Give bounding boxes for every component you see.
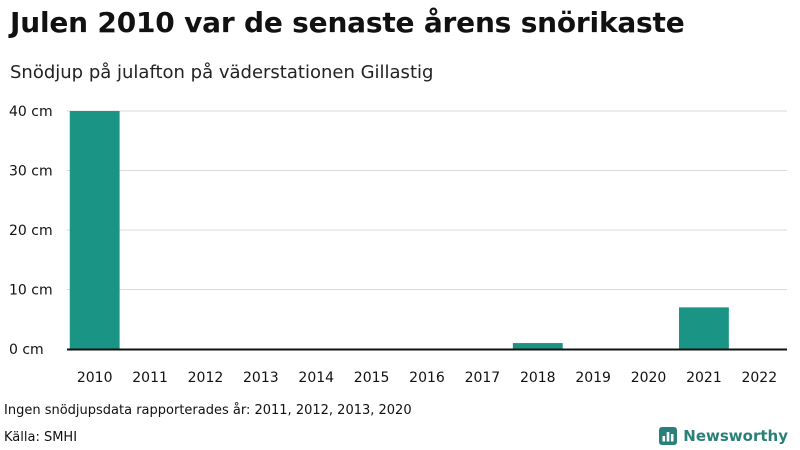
x-tick-label: 2022 xyxy=(741,370,777,386)
y-tick-label: 30 cm xyxy=(9,164,53,180)
source-label: Källa: SMHI xyxy=(4,430,78,445)
x-tick-label: 2018 xyxy=(520,370,556,386)
x-tick-label: 2015 xyxy=(354,370,390,386)
bar-2010 xyxy=(69,111,120,349)
x-tick-label: 2012 xyxy=(188,370,224,386)
chart-subtitle: Snödjup på julafton på väderstationen Gi… xyxy=(10,62,434,83)
bar-2021 xyxy=(679,307,729,349)
y-axis-tick-labels: 0 cm 10 cm 20 cm 30 cm 40 cm xyxy=(9,104,53,358)
x-tick-label: 2010 xyxy=(77,370,113,386)
y-tick-label: 40 cm xyxy=(9,104,53,120)
x-tick-label: 2011 xyxy=(132,370,168,386)
newsworthy-logo-icon xyxy=(659,427,678,445)
missing-data-note: Ingen snödjupsdata rapporterades år: 201… xyxy=(4,403,412,418)
brand-logo: Newsworthy xyxy=(659,427,788,445)
x-tick-label: 2013 xyxy=(243,370,279,386)
y-tick-label: 20 cm xyxy=(9,223,53,239)
y-tick-label: 0 cm xyxy=(9,342,44,358)
x-tick-label: 2016 xyxy=(409,370,445,386)
x-tick-label: 2014 xyxy=(298,370,334,386)
x-tick-label: 2019 xyxy=(575,370,611,386)
x-axis-tick-labels: 2010 2011 2012 2013 2014 2015 2016 2017 2018 2019… xyxy=(77,370,777,386)
x-tick-label: 2020 xyxy=(631,370,667,386)
x-tick-label: 2017 xyxy=(465,370,501,386)
bar-2018 xyxy=(512,343,563,349)
x-tick-label: 2021 xyxy=(686,370,722,386)
gridlines xyxy=(67,110,787,290)
brand-name: Newsworthy xyxy=(683,427,788,445)
y-tick-label: 10 cm xyxy=(9,283,53,299)
chart-title: Julen 2010 var de senaste årens snörikas… xyxy=(10,6,685,39)
bars xyxy=(69,111,729,349)
